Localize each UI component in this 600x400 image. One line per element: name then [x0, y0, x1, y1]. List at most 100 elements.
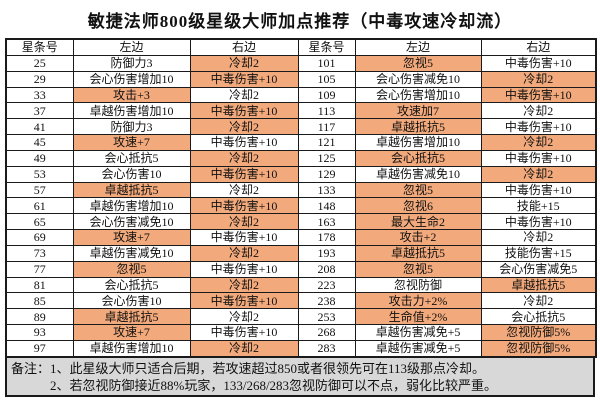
star-number-cell: 163 [297, 213, 356, 231]
table-row: 93 攻速+7 中毒伤害+10 268 卓越伤害减免+5 忽视防御5% [5, 324, 597, 341]
star-number-cell: 283 [297, 339, 356, 358]
table-row: 65 会心伤害减免10 冷却2 163 最大生命2 中毒伤害+10 [5, 213, 597, 231]
right-attr-cell: 技能+15 [480, 197, 597, 215]
table-row: 97 卓越伤害增加10 冷却2 283 卓越伤害减免+5 忽视防御5% [5, 339, 597, 358]
left-attr-cell: 会心抵抗5 [72, 276, 191, 294]
table-row: 81 会心抵抗5 冷却2 223 忽视防御 卓越抵抗5 [5, 276, 597, 294]
right-attr-cell: 冷却2 [189, 308, 299, 326]
left-attr-cell: 忽视5 [354, 260, 482, 278]
star-number-cell: 178 [297, 229, 356, 246]
left-attr-cell: 卓越抵抗5 [354, 118, 482, 136]
left-attr-cell: 卓越伤害增加10 [72, 339, 191, 358]
left-attr-cell: 会心伤害减免10 [354, 70, 482, 88]
table-row: 45 攻速+7 中毒伤害+10 121 卓越伤害增加10 冷却2 [5, 134, 597, 151]
left-attr-cell: 攻击力+2% [354, 292, 482, 310]
star-number-cell: 53 [5, 165, 74, 183]
star-number-cell: 113 [297, 102, 356, 120]
right-attr-cell: 中毒伤害+10 [480, 149, 597, 167]
table-row: 33 攻击+3 冷却2 109 会心伤害增加10 中毒伤害+10 [5, 86, 597, 104]
left-attr-cell: 卓越抵抗5 [72, 308, 191, 326]
right-attr-cell: 冷却2 [480, 70, 597, 88]
star-number-cell: 69 [5, 229, 74, 246]
right-attr-cell: 忽视防御5% [480, 339, 597, 358]
right-attr-cell: 冷却2 [480, 134, 597, 151]
left-attr-cell: 攻速加7 [354, 102, 482, 120]
header-star-number: 星条号 [297, 38, 356, 56]
right-attr-cell: 忽视防御5% [480, 324, 597, 341]
left-attr-cell: 卓越抵抗5 [72, 181, 191, 199]
notes-line-2: 2、若忽视防御接近88%玩家，133/268/283忽视防御可以不点，弱化比较严… [50, 378, 498, 393]
right-attr-cell: 冷却2 [189, 276, 299, 294]
table-row: 61 卓越伤害增加10 中毒伤害+10 148 忽视6 技能+15 [5, 197, 597, 215]
right-attr-cell: 冷却2 [189, 118, 299, 136]
right-attr-cell: 中毒伤害+10 [189, 197, 299, 215]
star-number-cell: 193 [297, 244, 356, 262]
left-attr-cell: 防御力3 [72, 118, 191, 136]
left-attr-cell: 忽视5 [354, 181, 482, 199]
star-number-cell: 105 [297, 70, 356, 88]
right-attr-cell: 冷却2 [189, 213, 299, 231]
left-attr-cell: 会心伤害10 [72, 165, 191, 183]
star-number-cell: 33 [5, 86, 74, 104]
left-attr-cell: 会心伤害10 [72, 292, 191, 310]
star-number-cell: 238 [297, 292, 356, 310]
table-row: 85 会心伤害10 中毒伤害+10 238 攻击力+2% 冷却2 [5, 292, 597, 310]
right-attr-cell: 中毒伤害+10 [189, 229, 299, 246]
left-attr-cell: 卓越伤害增加10 [72, 197, 191, 215]
left-attr-cell: 会心抵抗5 [354, 149, 482, 167]
star-number-cell: 61 [5, 197, 74, 215]
header-left-side: 左边 [354, 38, 482, 56]
star-number-cell: 129 [297, 165, 356, 183]
star-number-cell: 41 [5, 118, 74, 136]
notes: 备注：1、此星级大师只适合后期，若攻速超过850或者很领先可在113级那点冷却。… [5, 358, 595, 397]
right-attr-cell: 中毒伤害+10 [189, 260, 299, 278]
table-row: 53 会心伤害10 中毒伤害+10 129 卓越伤害减免10 冷却2 [5, 165, 597, 183]
table-row: 69 攻速+7 中毒伤害+10 178 攻击+2 冷却2 [5, 229, 597, 246]
table-header-row: 星条号 左边 右边 星条号 左边 右边 [5, 38, 597, 56]
right-attr-cell: 中毒伤害+10 [189, 165, 299, 183]
star-number-cell: 253 [297, 308, 356, 326]
header-left-side: 左边 [72, 38, 191, 56]
right-attr-cell: 冷却2 [189, 339, 299, 358]
table-row: 89 卓越抵抗5 冷却2 253 生命值+2% 会心抵抗5 [5, 308, 597, 326]
star-number-cell: 25 [5, 54, 74, 72]
right-attr-cell: 中毒伤害+10 [480, 118, 597, 136]
right-attr-cell: 冷却2 [189, 54, 299, 72]
right-attr-cell: 冷却2 [480, 292, 597, 310]
left-attr-cell: 卓越伤害减免+5 [354, 339, 482, 358]
left-attr-cell: 攻速+7 [72, 134, 191, 151]
notes-line-1: 备注：1、此星级大师只适合后期，若攻速超过850或者很领先可在113级那点冷却。 [11, 361, 486, 376]
left-attr-cell: 忽视6 [354, 197, 482, 215]
left-attr-cell: 会心伤害增加10 [354, 86, 482, 104]
right-attr-cell: 中毒伤害+10 [189, 134, 299, 151]
star-number-cell: 97 [5, 339, 74, 358]
star-number-cell: 93 [5, 324, 74, 341]
star-number-cell: 125 [297, 149, 356, 167]
right-attr-cell: 中毒伤害+10 [480, 181, 597, 199]
right-attr-cell: 会心伤害减免5 [480, 260, 597, 278]
star-number-cell: 37 [5, 102, 74, 120]
star-number-cell: 49 [5, 149, 74, 167]
table-row: 25 防御力3 冷却2 101 忽视5 中毒伤害+10 [5, 54, 597, 72]
star-number-cell: 89 [5, 308, 74, 326]
right-attr-cell: 冷却2 [480, 229, 597, 246]
table-row: 49 会心抵抗5 冷却2 125 会心抵抗5 中毒伤害+10 [5, 149, 597, 167]
header-right-side: 右边 [480, 38, 597, 56]
star-number-cell: 117 [297, 118, 356, 136]
left-attr-cell: 攻速+7 [72, 229, 191, 246]
star-number-cell: 133 [297, 181, 356, 199]
right-attr-cell: 中毒伤害+10 [189, 324, 299, 341]
star-number-cell: 65 [5, 213, 74, 231]
right-attr-cell: 中毒伤害+10 [189, 102, 299, 120]
left-attr-cell: 卓越伤害减免10 [354, 165, 482, 183]
left-attr-cell: 会心抵抗5 [72, 149, 191, 167]
table-row: 37 卓越伤害增加10 中毒伤害+10 113 攻速加7 冷却2 [5, 102, 597, 120]
star-number-cell: 57 [5, 181, 74, 199]
star-number-cell: 77 [5, 260, 74, 278]
right-attr-cell: 中毒伤害+10 [189, 70, 299, 88]
right-attr-cell: 中毒伤害+10 [480, 213, 597, 231]
right-attr-cell: 冷却2 [189, 86, 299, 104]
header-right-side: 右边 [189, 38, 299, 56]
table-row: 57 卓越抵抗5 冷却2 133 忽视5 中毒伤害+10 [5, 181, 597, 199]
